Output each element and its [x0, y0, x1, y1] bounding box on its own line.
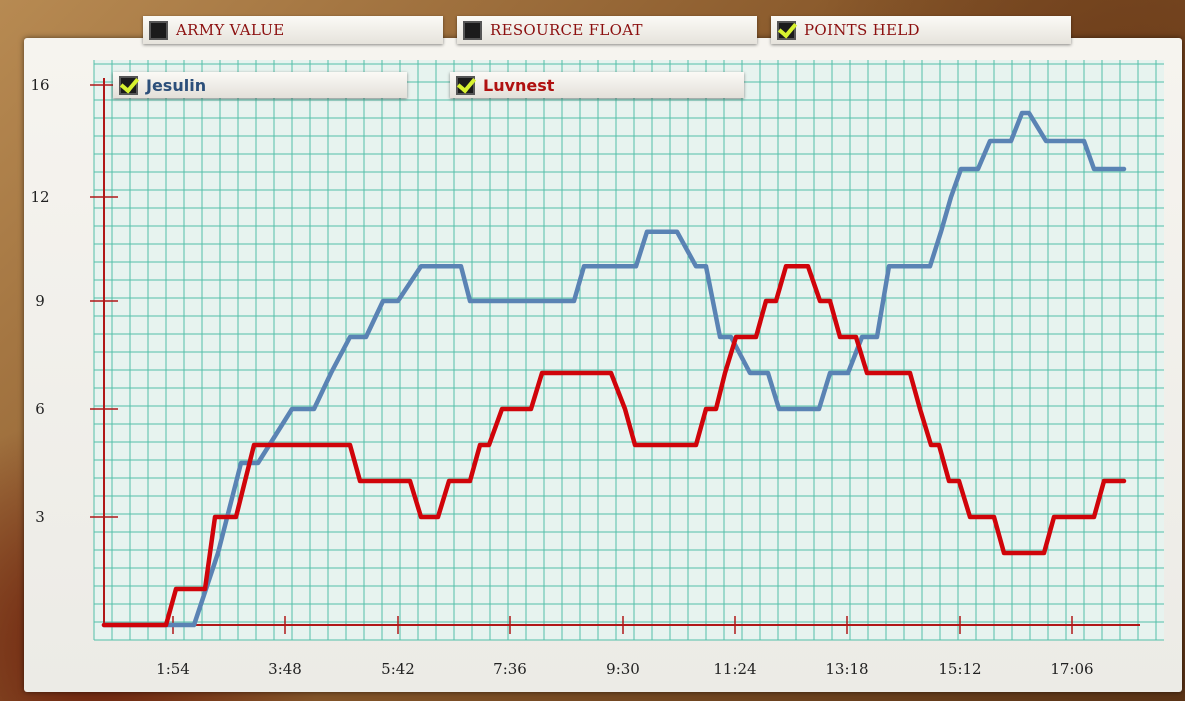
points-held-toggle[interactable]: POINTS HELD — [771, 16, 1071, 44]
x-tick-label: 11:24 — [713, 660, 756, 678]
resource-float-toggle[interactable]: RESOURCE FLOAT — [457, 16, 757, 44]
x-tick-label: 7:36 — [493, 660, 527, 678]
series-line-jesulin — [101, 110, 1127, 628]
legend-label-jesulin: Jesulin — [146, 75, 207, 95]
chart-lines — [101, 110, 1127, 628]
x-tick-label: 13:18 — [825, 660, 868, 678]
x-tick-label: 5:42 — [381, 660, 415, 678]
points-held-label: POINTS HELD — [804, 21, 920, 39]
y-tick-label: 3 — [35, 508, 45, 526]
series-line-luvnest — [101, 264, 1127, 628]
y-tick-label: 12 — [30, 188, 49, 206]
resource-float-label: RESOURCE FLOAT — [490, 21, 643, 39]
points-held-checkbox[interactable] — [777, 20, 796, 40]
jesulin-checkbox[interactable] — [119, 75, 138, 95]
army-value-checkbox[interactable] — [149, 20, 168, 40]
x-tick-label: 15:12 — [938, 660, 981, 678]
legend-item-luvnest[interactable]: Luvnest — [450, 72, 744, 98]
chart-grid — [93, 60, 1164, 641]
y-tick-label: 9 — [35, 292, 45, 310]
legend-label-luvnest: Luvnest — [483, 75, 555, 95]
legend-item-jesulin[interactable]: Jesulin — [113, 72, 407, 98]
x-tick-label: 3:48 — [268, 660, 302, 678]
x-tick-label: 9:30 — [606, 660, 640, 678]
chart-ticks: 3 6 9 12 16 1:54 3:48 5:42 7:36 9:30 11:24 13:18 15:… — [30, 76, 1093, 678]
resource-float-checkbox[interactable] — [463, 20, 482, 40]
luvnest-checkbox[interactable] — [456, 75, 475, 95]
y-tick-label: 6 — [35, 400, 45, 418]
army-value-label: ARMY VALUE — [176, 21, 285, 39]
y-tick-label: 16 — [30, 76, 49, 94]
army-value-toggle[interactable]: ARMY VALUE — [143, 16, 443, 44]
x-tick-label: 17:06 — [1050, 660, 1093, 678]
x-tick-label: 1:54 — [156, 660, 190, 678]
chart-axes — [103, 78, 1140, 627]
